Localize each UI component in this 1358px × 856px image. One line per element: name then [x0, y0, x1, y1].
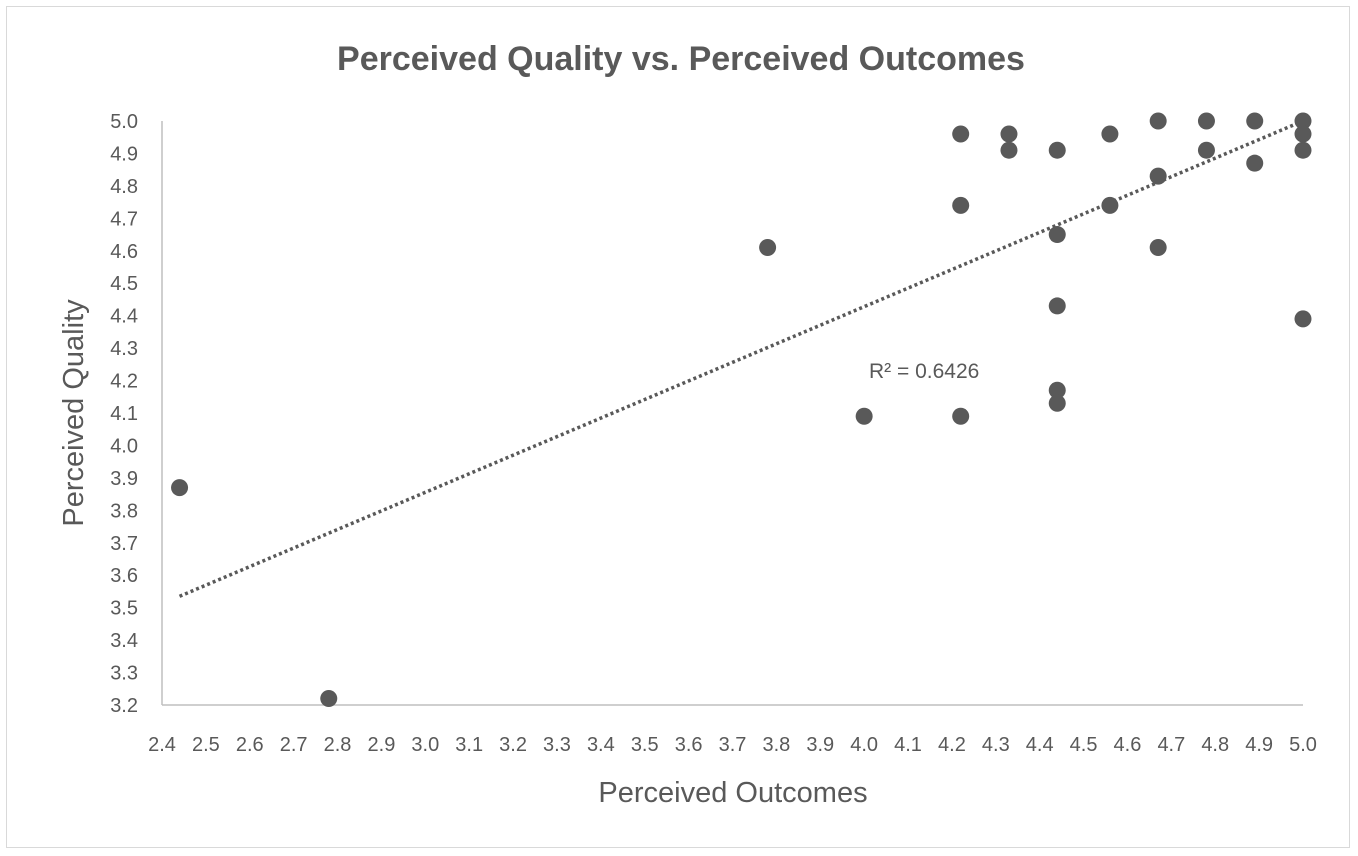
data-point [320, 690, 338, 708]
data-point [1048, 381, 1066, 399]
x-tick-label: 4.1 [894, 734, 922, 756]
data-point [1294, 112, 1312, 130]
y-tick-label: 4.9 [110, 143, 138, 165]
r-squared-label: R² = 0.6426 [869, 360, 979, 383]
x-tick-label: 2.9 [368, 734, 396, 756]
data-point [952, 196, 970, 214]
chart-frame [6, 6, 1350, 848]
x-tick-label: 2.5 [192, 734, 220, 756]
trendline [178, 119, 1304, 598]
data-point [1197, 141, 1215, 159]
x-tick-labels: 2.4 2.5 2.6 2.7 2.8 2.9 3.0 3.1 3.2 3.3 3.4 3.5 3.6 3… [148, 734, 1317, 756]
y-tick-label: 4.8 [110, 176, 138, 198]
y-tick-label: 4.3 [110, 338, 138, 360]
x-tick-label: 3.6 [675, 734, 703, 756]
data-point [952, 125, 970, 143]
data-point [1197, 112, 1215, 130]
x-tick-label: 2.7 [280, 734, 308, 756]
x-tick-label: 4.6 [1114, 734, 1142, 756]
data-point [952, 407, 970, 425]
y-axis-title: Perceived Quality [58, 299, 90, 527]
data-point [1048, 297, 1066, 315]
x-tick-label: 4.7 [1157, 734, 1185, 756]
data-point [1101, 196, 1119, 214]
x-tick-label: 4.5 [1070, 734, 1098, 756]
data-point [171, 479, 189, 497]
data-point [1101, 125, 1119, 143]
y-tick-label: 4.5 [110, 273, 138, 295]
x-tick-label: 3.8 [762, 734, 790, 756]
y-tick-label: 4.7 [110, 208, 138, 230]
y-tick-label: 5.0 [110, 111, 138, 133]
chart-title: Perceived Quality vs. Perceived Outcomes [337, 40, 1025, 78]
data-point [1246, 112, 1264, 130]
x-tick-label: 4.9 [1245, 734, 1273, 756]
data-point [1000, 125, 1018, 143]
x-tick-label: 2.6 [236, 734, 264, 756]
data-point [1246, 154, 1264, 172]
y-tick-label: 4.6 [110, 241, 138, 263]
data-point [1294, 310, 1312, 328]
y-tick-label: 4.0 [110, 435, 138, 457]
data-point [1149, 112, 1167, 130]
x-tick-label: 4.3 [982, 734, 1010, 756]
data-point [1048, 394, 1066, 412]
x-tick-label: 3.3 [543, 734, 571, 756]
y-tick-label: 3.2 [110, 695, 138, 717]
x-tick-label: 5.0 [1289, 734, 1317, 756]
x-tick-label: 3.2 [499, 734, 527, 756]
data-point [1048, 141, 1066, 159]
x-tick-label: 2.8 [324, 734, 352, 756]
y-tick-labels: 3.2 3.3 3.4 3.5 3.6 3.7 3.8 3.9 4.0 4.1 4.2 4.3 4.4 4… [110, 111, 138, 717]
y-tick-label: 4.2 [110, 371, 138, 393]
x-tick-label: 4.4 [1026, 734, 1054, 756]
x-tick-label: 2.4 [148, 734, 176, 756]
y-tick-label: 4.4 [110, 306, 138, 328]
x-axis-title: Perceived Outcomes [598, 777, 867, 809]
data-point [759, 239, 777, 257]
y-tick-label: 3.4 [110, 630, 138, 652]
x-tick-label: 4.8 [1201, 734, 1229, 756]
data-point [1294, 141, 1312, 159]
x-tick-label: 3.7 [719, 734, 747, 756]
data-point [855, 407, 873, 425]
data-points [171, 112, 1312, 708]
x-tick-label: 4.2 [938, 734, 966, 756]
x-tick-label: 3.0 [411, 734, 439, 756]
y-tick-label: 3.6 [110, 565, 138, 587]
y-tick-label: 4.1 [110, 403, 138, 425]
y-tick-label: 3.7 [110, 533, 138, 555]
y-tick-label: 3.5 [110, 598, 138, 620]
data-point [1000, 141, 1018, 159]
x-tick-label: 3.4 [587, 734, 615, 756]
x-tick-label: 3.1 [455, 734, 483, 756]
data-point [1294, 125, 1312, 143]
data-point [1149, 167, 1167, 185]
data-point [1149, 239, 1167, 257]
x-tick-label: 4.0 [850, 734, 878, 756]
x-tick-label: 3.5 [631, 734, 659, 756]
data-point [1048, 226, 1066, 244]
x-tick-label: 3.9 [806, 734, 834, 756]
y-tick-label: 3.9 [110, 468, 138, 490]
y-tick-label: 3.3 [110, 663, 138, 685]
y-tick-label: 3.8 [110, 500, 138, 522]
